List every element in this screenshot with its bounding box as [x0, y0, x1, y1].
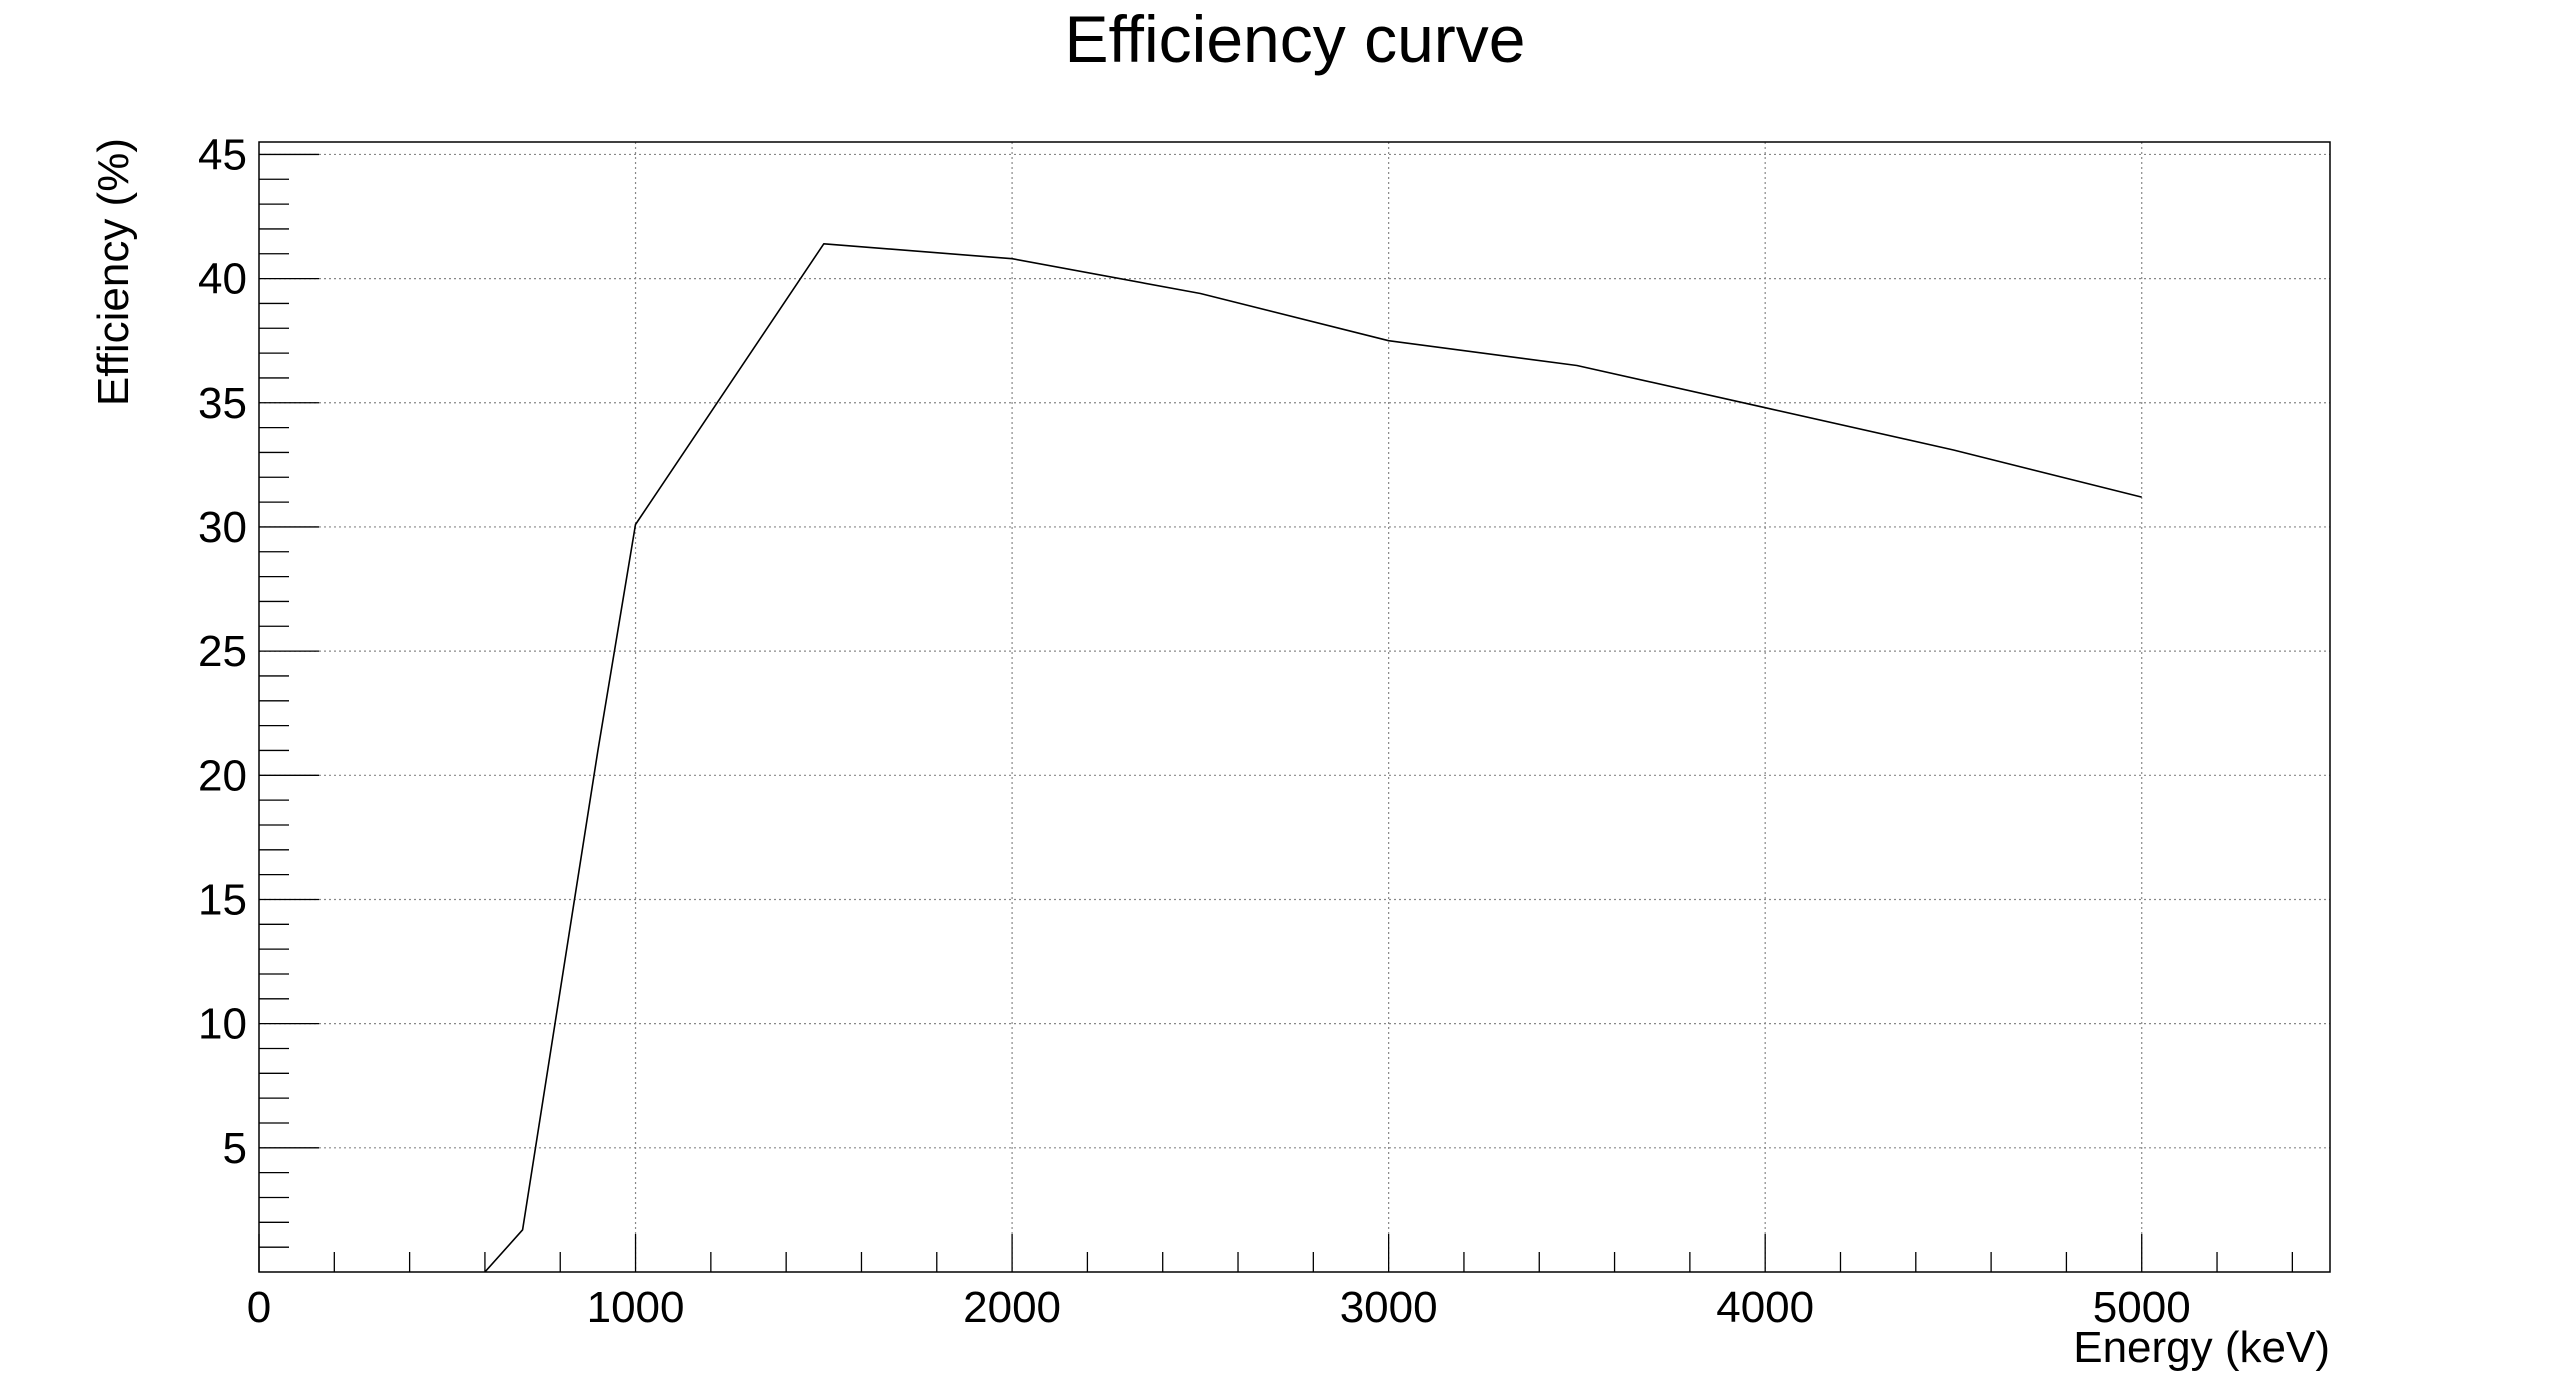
y-axis-label: Efficiency (%)	[89, 138, 138, 406]
y-tick-label: 25	[198, 627, 247, 676]
chart-title: Efficiency curve	[1065, 2, 1526, 76]
y-tick-label: 35	[198, 379, 247, 428]
y-tick-label: 15	[198, 875, 247, 924]
series-line	[484, 243, 2142, 1273]
tick-labels: 0 1000 2000 3000 4000 5000 5 10 15 20 25 30 35 40 45	[198, 130, 2191, 1332]
x-tick-label: 1000	[587, 1283, 685, 1332]
y-tick-label: 40	[198, 255, 247, 304]
y-tick-label: 10	[198, 1000, 247, 1049]
y-tick-label: 5	[223, 1124, 247, 1173]
x-tick-label: 3000	[1340, 1283, 1438, 1332]
x-tick-label: 4000	[1716, 1283, 1814, 1332]
plot-frame	[258, 141, 2331, 1273]
y-tick-label: 20	[198, 751, 247, 800]
x-tick-label: 5000	[2093, 1283, 2191, 1332]
x-tick-label: 2000	[963, 1283, 1061, 1332]
y-tick-label: 45	[198, 130, 247, 179]
x-tick-label: 0	[247, 1283, 271, 1332]
x-axis-label: Energy (keV)	[2073, 1323, 2330, 1372]
grid-lines	[259, 142, 2330, 1272]
data-series	[484, 243, 2142, 1273]
y-tick-label: 30	[198, 503, 247, 552]
